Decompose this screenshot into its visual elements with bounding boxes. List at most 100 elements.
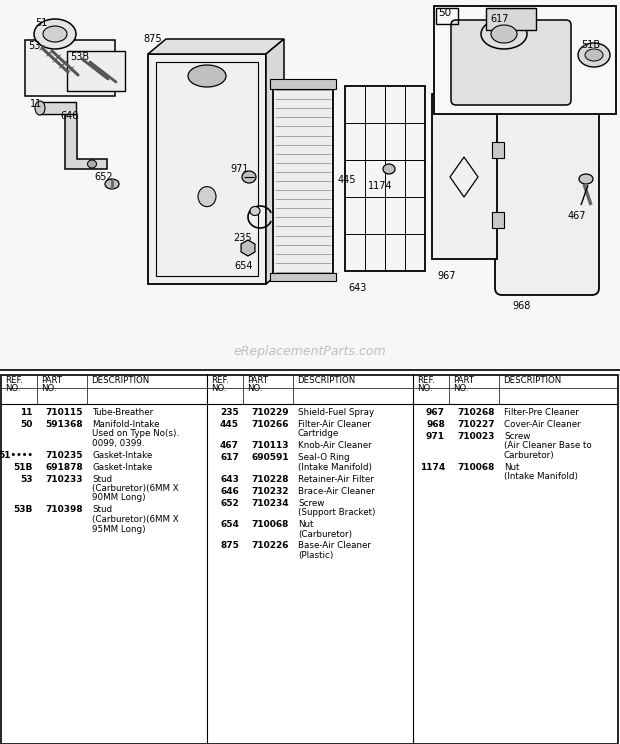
- Ellipse shape: [579, 174, 593, 184]
- Text: 591368: 591368: [45, 420, 83, 429]
- Text: 53: 53: [28, 41, 40, 51]
- Bar: [0, 0, 620, 370]
- Text: 710227: 710227: [458, 420, 495, 429]
- Text: (Carburetor)(6MM X: (Carburetor)(6MM X: [92, 484, 179, 493]
- Text: Retainer-Air Filter: Retainer-Air Filter: [298, 475, 374, 484]
- Text: NO.: NO.: [417, 384, 433, 393]
- Ellipse shape: [491, 25, 517, 43]
- Text: Screw: Screw: [298, 498, 324, 507]
- Text: (Air Cleaner Base to: (Air Cleaner Base to: [504, 441, 591, 450]
- Text: 690591: 690591: [251, 453, 289, 462]
- Text: Used on Type No(s).: Used on Type No(s).: [92, 429, 179, 438]
- Bar: [345, 86, 425, 271]
- Text: 875: 875: [143, 34, 162, 44]
- Bar: [156, 62, 258, 276]
- Text: 53B: 53B: [70, 52, 89, 62]
- Bar: [38, 102, 76, 114]
- Text: Carburetor): Carburetor): [504, 451, 555, 460]
- Text: 11: 11: [30, 99, 42, 109]
- Text: 710229: 710229: [251, 408, 289, 417]
- Text: 617: 617: [490, 14, 508, 24]
- Text: Nut: Nut: [504, 463, 520, 472]
- Bar: [492, 142, 504, 158]
- Ellipse shape: [105, 179, 119, 189]
- Text: NO.: NO.: [211, 384, 226, 393]
- Text: DESCRIPTION: DESCRIPTION: [503, 376, 561, 385]
- Text: (Plastic): (Plastic): [298, 551, 334, 560]
- Text: REF.: REF.: [211, 376, 229, 385]
- Text: REF.: REF.: [417, 376, 435, 385]
- Text: 51B: 51B: [14, 463, 33, 472]
- Text: 710266: 710266: [252, 420, 289, 429]
- Text: 971: 971: [230, 164, 249, 174]
- Text: 710226: 710226: [252, 542, 289, 551]
- Ellipse shape: [188, 65, 226, 87]
- Text: DESCRIPTION: DESCRIPTION: [297, 376, 355, 385]
- Text: 51B: 51B: [581, 40, 600, 50]
- Text: Filter-Pre Cleaner: Filter-Pre Cleaner: [504, 408, 579, 417]
- Text: 445: 445: [220, 420, 239, 429]
- Text: Knob-Air Cleaner: Knob-Air Cleaner: [298, 441, 372, 450]
- Text: 710023: 710023: [458, 432, 495, 440]
- Text: eReplacementParts.com: eReplacementParts.com: [234, 345, 386, 358]
- FancyBboxPatch shape: [451, 20, 571, 105]
- Text: Screw: Screw: [504, 432, 530, 440]
- Text: 710113: 710113: [252, 441, 289, 450]
- Ellipse shape: [481, 19, 527, 49]
- Text: PART: PART: [247, 376, 268, 385]
- Text: 652: 652: [94, 172, 113, 182]
- Text: 0099, 0399.: 0099, 0399.: [92, 438, 144, 447]
- Bar: [270, 273, 336, 281]
- Text: 643: 643: [348, 283, 366, 293]
- Ellipse shape: [250, 207, 260, 216]
- Text: Gasket-Intake: Gasket-Intake: [92, 463, 153, 472]
- Text: Cartridge: Cartridge: [298, 429, 339, 438]
- Ellipse shape: [585, 49, 603, 61]
- Text: NO.: NO.: [5, 384, 20, 393]
- Text: (Carburetor)(6MM X: (Carburetor)(6MM X: [92, 515, 179, 524]
- Bar: [486, 8, 536, 30]
- Text: Manifold-Intake: Manifold-Intake: [92, 420, 159, 429]
- Text: DESCRIPTION: DESCRIPTION: [91, 376, 149, 385]
- Text: 968: 968: [426, 420, 445, 429]
- Text: Stud: Stud: [92, 505, 112, 515]
- Ellipse shape: [198, 187, 216, 207]
- Text: 654: 654: [234, 261, 252, 271]
- Ellipse shape: [383, 164, 395, 174]
- Bar: [1, 375, 618, 744]
- Text: Shield-Fuel Spray: Shield-Fuel Spray: [298, 408, 374, 417]
- Bar: [67, 51, 125, 91]
- Bar: [148, 54, 266, 284]
- Text: 875: 875: [220, 542, 239, 551]
- Text: REF.: REF.: [5, 376, 23, 385]
- Text: (Support Bracket): (Support Bracket): [298, 508, 376, 517]
- Text: 710068: 710068: [458, 463, 495, 472]
- Text: 51: 51: [35, 18, 47, 28]
- FancyBboxPatch shape: [495, 53, 599, 295]
- Text: (Intake Manifold): (Intake Manifold): [504, 472, 578, 481]
- Text: Tube-Breather: Tube-Breather: [92, 408, 153, 417]
- Text: Seal-O Ring: Seal-O Ring: [298, 453, 350, 462]
- Text: Cover-Air Cleaner: Cover-Air Cleaner: [504, 420, 581, 429]
- Bar: [270, 79, 336, 89]
- Bar: [432, 94, 497, 259]
- Text: 646: 646: [220, 487, 239, 496]
- Ellipse shape: [35, 101, 45, 115]
- Text: Base-Air Cleaner: Base-Air Cleaner: [298, 542, 371, 551]
- Text: 967: 967: [437, 271, 456, 281]
- Text: 710398: 710398: [45, 505, 83, 515]
- Text: 235: 235: [233, 233, 252, 243]
- Text: NO.: NO.: [41, 384, 56, 393]
- Text: 53B: 53B: [14, 505, 33, 515]
- Text: 467: 467: [568, 211, 587, 221]
- Ellipse shape: [43, 26, 67, 42]
- Text: 654: 654: [220, 520, 239, 529]
- Text: 691878: 691878: [45, 463, 83, 472]
- Text: 968: 968: [512, 301, 530, 311]
- Text: NO.: NO.: [247, 384, 262, 393]
- Bar: [434, 6, 616, 114]
- Text: Filter-Air Cleaner: Filter-Air Cleaner: [298, 420, 371, 429]
- Polygon shape: [148, 39, 284, 54]
- Text: 710268: 710268: [458, 408, 495, 417]
- Text: 50: 50: [438, 8, 451, 18]
